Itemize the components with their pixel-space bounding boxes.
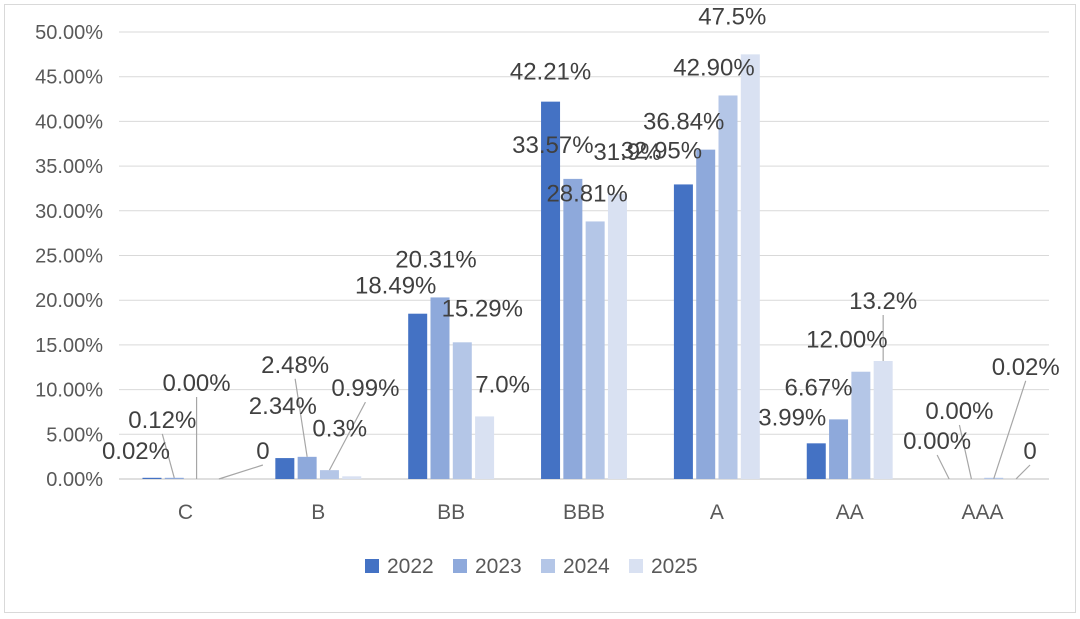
bar-2025-AA [873,360,893,479]
bar-chart: 0.00% 5.00% 10.00% 15.00% 20.00% 25.00% 30.00%… [35,3,1060,578]
bar-2023-BBB [563,178,583,479]
data-label-2022-C: 0.02% [102,438,170,465]
bar-2022-BBB [541,101,561,479]
leader-line [294,378,308,457]
bar-2025-BB [475,416,495,479]
y-tick-label: 20.00% [35,290,103,312]
x-tick-label: BBB [563,501,605,524]
y-axis: 0.00% 5.00% 10.00% 15.00% 20.00% 25.00% 30.00%… [35,22,103,491]
legend-label-2023: 2023 [475,555,522,578]
bar-2024-BBB [585,221,605,479]
x-tick-label: AA [836,501,864,524]
bar-2025-BBB [607,193,627,479]
y-tick-label: 25.00% [35,246,103,268]
bars [142,54,1004,480]
y-tick-label: 5.00% [46,424,103,446]
bar-2022-C [142,477,162,479]
legend: 2022 2023 2024 2025 [365,555,698,578]
data-label-2022-AAA: 0.00% [903,428,971,455]
leader-line [993,380,1027,480]
legend-swatch-2024 [541,559,555,573]
data-label-2023-BBB: 33.57% [512,132,593,159]
data-label-2025-AAA: 0 [1023,438,1036,465]
bar-2023-A [696,149,716,480]
y-tick-label: 40.00% [35,111,103,133]
leader-lines [161,314,1031,480]
bar-2022-A [673,184,693,479]
bar-2023-B [297,456,317,479]
data-label-2024-BBB: 28.81% [546,180,627,207]
y-tick-label: 45.00% [35,67,103,89]
y-tick-label: 35.00% [35,156,103,178]
legend-swatch-2023 [453,559,467,573]
data-labels: 0.02% 0.12% 0.00% 0 2.34% 2.48%0.99% 0.3% 18.49… [102,3,1060,465]
x-tick-label: A [710,501,724,524]
data-label-2025-A: 47.5% [698,5,766,30]
leader-line [161,433,175,479]
legend-swatch-2025 [629,559,643,573]
data-label-2024-AA: 12.00% [806,327,887,354]
data-label-2023-B: 2.48% [261,352,329,379]
y-tick-label: 50.00% [35,22,103,44]
bar-2023-AA [829,419,849,479]
bar-2022-B [275,458,295,479]
data-label-2022-BB: 18.49% [355,273,436,300]
bar-2023-C [164,477,184,479]
data-label-2024-B: 0.99% [331,375,399,402]
data-label-2025-BB: 7.0% [475,371,530,398]
x-tick-label: C [178,501,193,524]
y-tick-label: 0.00% [46,469,103,491]
data-label-2024-AAA: 0.02% [992,354,1060,381]
data-label-2023-AA: 6.67% [785,374,853,401]
data-label-2022-B: 2.34% [249,393,317,420]
leader-line [218,464,264,480]
bar-2025-A [740,54,760,479]
x-tick-label: BB [437,501,465,524]
data-label-2022-BBB: 42.21% [510,59,591,86]
bar-2024-BB [452,342,472,479]
x-axis: C B BB BBB A AA AAA [178,501,1004,524]
data-label-2025-C: 0 [256,438,269,465]
legend-swatch-2022 [365,559,379,573]
data-label-2023-C: 0.12% [128,407,196,434]
data-label-2024-A: 42.90% [673,54,754,81]
bar-2022-AA [806,443,826,479]
data-label-2022-A: 32.95% [621,137,702,164]
bar-2024-A [718,95,738,479]
data-label-2025-AA: 13.2% [849,288,917,315]
leader-line [328,401,366,471]
bar-2024-AA [851,371,871,479]
legend-label-2022: 2022 [387,555,434,578]
leader-line [936,454,950,480]
data-label-2025-BBB: 31.9% [593,139,661,166]
x-tick-label: B [311,501,325,524]
bar-2025-B [342,476,362,479]
gridlines [119,31,1049,480]
data-label-2024-BB: 15.29% [442,295,523,322]
bar-2023-BB [430,297,450,479]
bar-2024-B [319,470,339,479]
data-label-2025-B: 0.3% [312,415,367,442]
y-tick-label: 10.00% [35,380,103,402]
x-tick-label: AAA [962,501,1004,524]
data-label-2023-A: 36.84% [643,109,724,136]
data-label-2023-AAA: 0.00% [925,398,993,425]
data-label-2024-C: 0.00% [163,370,231,397]
bar-2022-BB [408,313,428,479]
y-tick-label: 30.00% [35,201,103,223]
chart-frame: 0.00% 5.00% 10.00% 15.00% 20.00% 25.00% 30.00%… [4,3,1076,613]
leader-line [1015,464,1031,480]
data-label-2023-BB: 20.31% [395,246,476,273]
leader-line [958,424,973,480]
data-label-2022-AA: 3.99% [758,404,826,431]
y-tick-label: 15.00% [35,335,103,357]
legend-label-2025: 2025 [651,555,698,578]
legend-label-2024: 2024 [563,555,610,578]
